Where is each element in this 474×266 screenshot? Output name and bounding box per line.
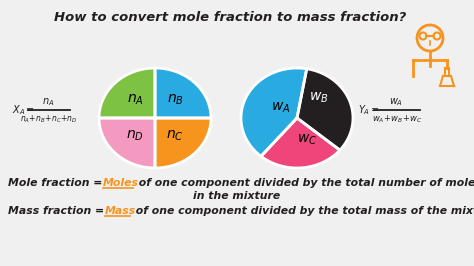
Polygon shape	[155, 118, 211, 168]
Text: $w_B$: $w_B$	[309, 91, 329, 105]
Text: $n_D$: $n_D$	[126, 129, 144, 143]
Text: $X_A=$: $X_A=$	[12, 103, 35, 117]
Text: in the mixture: in the mixture	[193, 191, 281, 201]
Text: Mass: Mass	[105, 206, 136, 216]
Text: Moles: Moles	[103, 178, 139, 188]
Text: $w_C$: $w_C$	[297, 133, 317, 147]
Polygon shape	[297, 69, 353, 150]
Text: of one component divided by the total mass of the mixture: of one component divided by the total ma…	[132, 206, 474, 216]
Polygon shape	[99, 118, 155, 168]
Text: $n_A\!+\!n_B\!+\!n_C\!+\!n_D$: $n_A\!+\!n_B\!+\!n_C\!+\!n_D$	[20, 113, 78, 125]
Text: $Y_A=$: $Y_A=$	[358, 103, 380, 117]
Text: $w_A\!+\!w_B\!+\!w_C$: $w_A\!+\!w_B\!+\!w_C$	[372, 113, 422, 125]
Text: $n_A$: $n_A$	[127, 93, 144, 107]
Text: Mole fraction =: Mole fraction =	[8, 178, 106, 188]
Text: $n_B$: $n_B$	[166, 93, 183, 107]
Text: Mass fraction =: Mass fraction =	[8, 206, 108, 216]
Polygon shape	[241, 68, 307, 156]
Polygon shape	[155, 68, 211, 118]
Text: How to convert mole fraction to mass fraction?: How to convert mole fraction to mass fra…	[54, 11, 406, 24]
Text: $w_A$: $w_A$	[389, 96, 403, 108]
Polygon shape	[261, 118, 340, 168]
Polygon shape	[99, 68, 155, 118]
Text: of one component divided by the total number of moles: of one component divided by the total nu…	[135, 178, 474, 188]
Text: $n_A$: $n_A$	[42, 96, 54, 108]
Text: $w_A$: $w_A$	[271, 101, 291, 115]
Text: $n_C$: $n_C$	[166, 129, 184, 143]
